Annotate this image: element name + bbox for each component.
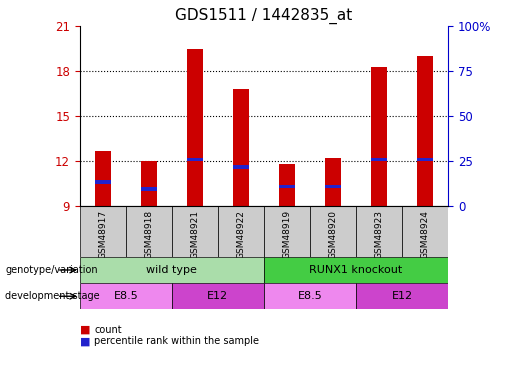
Bar [233, 165, 249, 169]
Bar [402, 206, 448, 257]
Bar [80, 283, 172, 309]
Bar [218, 206, 264, 257]
Text: GSM48920: GSM48920 [329, 210, 337, 259]
Text: E8.5: E8.5 [298, 291, 322, 301]
Text: E12: E12 [208, 291, 229, 301]
Text: E8.5: E8.5 [113, 291, 138, 301]
Bar [279, 164, 295, 206]
Title: GDS1511 / 1442835_at: GDS1511 / 1442835_at [175, 7, 353, 24]
Text: percentile rank within the sample: percentile rank within the sample [94, 336, 259, 346]
Bar [187, 158, 203, 161]
Bar [95, 180, 111, 184]
Bar [264, 283, 356, 309]
Bar [279, 184, 295, 188]
Bar [356, 206, 402, 257]
Text: GSM48918: GSM48918 [144, 210, 153, 259]
Text: GSM48924: GSM48924 [421, 210, 430, 259]
Bar [417, 158, 433, 161]
Bar [371, 67, 387, 206]
Text: GSM48923: GSM48923 [374, 210, 384, 259]
Bar [80, 257, 264, 283]
Text: RUNX1 knockout: RUNX1 knockout [310, 265, 403, 275]
Text: count: count [94, 325, 122, 335]
Bar [325, 184, 341, 188]
Bar [264, 206, 310, 257]
Text: ■: ■ [80, 336, 90, 346]
Bar [141, 161, 157, 206]
Text: E12: E12 [391, 291, 413, 301]
Text: genotype/variation: genotype/variation [5, 265, 98, 275]
Bar [264, 257, 448, 283]
Bar [95, 151, 111, 206]
Text: GSM48922: GSM48922 [236, 210, 246, 259]
Bar [310, 206, 356, 257]
Text: GSM48917: GSM48917 [98, 210, 107, 259]
Text: ■: ■ [80, 325, 90, 335]
Text: wild type: wild type [146, 265, 197, 275]
Bar [417, 56, 433, 206]
Bar [187, 49, 203, 206]
Bar [126, 206, 172, 257]
Bar [141, 188, 157, 191]
Text: development stage: development stage [5, 291, 100, 301]
Bar [172, 206, 218, 257]
Bar [172, 283, 264, 309]
Bar [325, 158, 341, 206]
Bar [371, 158, 387, 161]
Bar [233, 89, 249, 206]
Text: GSM48919: GSM48919 [282, 210, 291, 259]
Text: GSM48921: GSM48921 [191, 210, 199, 259]
Bar [80, 206, 126, 257]
Bar [356, 283, 448, 309]
